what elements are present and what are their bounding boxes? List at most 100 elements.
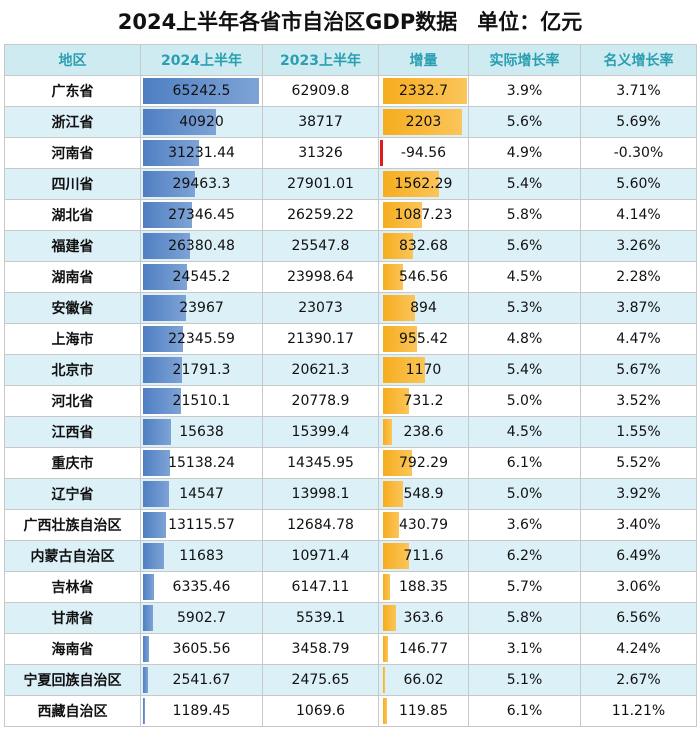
cell-text: 363.6 — [403, 610, 444, 626]
cell-text: 河南省 — [51, 146, 94, 162]
table-cell: 24545.2 — [140, 261, 263, 293]
table-cell: 3.6% — [468, 509, 581, 541]
table-cell: 1189.45 — [140, 695, 263, 727]
table-cell: 13998.1 — [262, 478, 379, 510]
table-row: 安徽省 23967 23073 894 5.3% 3.87% — [4, 292, 697, 324]
cell-text: 广西壮族自治区 — [23, 518, 122, 534]
cell-text: 15638 — [179, 424, 224, 440]
table-cell: 河北省 — [4, 385, 141, 417]
data-bar — [143, 78, 259, 104]
data-bar — [143, 543, 164, 569]
table-cell: 5.6% — [468, 230, 581, 262]
cell-text: 3.87% — [616, 300, 661, 316]
cell-text: 62909.8 — [291, 83, 350, 99]
cell-text: 湖南省 — [51, 270, 94, 286]
data-bar — [143, 512, 167, 538]
table-row: 内蒙古自治区 11683 10971.4 711.6 6.2% 6.49% — [4, 540, 697, 572]
cell-text: 辽宁省 — [51, 487, 94, 503]
table-cell: -94.56 — [378, 137, 469, 169]
cell-text: 3.52% — [616, 393, 661, 409]
table-cell: 62909.8 — [262, 75, 379, 107]
table-cell: 11.21% — [580, 695, 697, 727]
table-cell: 2203 — [378, 106, 469, 138]
cell-text: 2541.67 — [172, 672, 231, 688]
table-cell: 江西省 — [4, 416, 141, 448]
table-cell: 23073 — [262, 292, 379, 324]
table-cell: 西藏自治区 — [4, 695, 141, 727]
table-cell: 5.8% — [468, 602, 581, 634]
table-cell: 5.1% — [468, 664, 581, 696]
cell-text: 11.21% — [611, 703, 666, 719]
data-bar — [383, 450, 412, 476]
table-cell: 548.9 — [378, 478, 469, 510]
table-cell: 6.1% — [468, 447, 581, 479]
cell-text: 上海市 — [51, 332, 94, 348]
data-bar — [383, 326, 418, 352]
data-bar — [383, 388, 410, 414]
table-cell: 13115.57 — [140, 509, 263, 541]
table-cell: 6335.46 — [140, 571, 263, 603]
cell-text: 1189.45 — [172, 703, 231, 719]
cell-text: 6.1% — [506, 455, 543, 471]
cell-text: 海南省 — [51, 642, 94, 658]
table-cell: 4.5% — [468, 261, 581, 293]
cell-text: 3.6% — [506, 517, 543, 533]
table-row: 辽宁省 14547 13998.1 548.9 5.0% 3.92% — [4, 478, 697, 510]
cell-text: 31231.44 — [168, 145, 235, 161]
cell-text: 832.68 — [399, 238, 448, 254]
data-bar — [379, 140, 383, 166]
table-cell: 3458.79 — [262, 633, 379, 665]
data-bar — [143, 481, 169, 507]
data-bar — [383, 78, 467, 104]
cell-text: 27346.45 — [168, 207, 235, 223]
table-cell: 福建省 — [4, 230, 141, 262]
data-bar — [143, 357, 182, 383]
cell-text: 14345.95 — [287, 455, 354, 471]
table-row: 上海市 22345.59 21390.17 955.42 4.8% 4.47% — [4, 323, 697, 355]
cell-text: 3.71% — [616, 83, 661, 99]
data-bar — [383, 543, 409, 569]
table-cell: 3.9% — [468, 75, 581, 107]
table-cell: 5.0% — [468, 478, 581, 510]
table-cell: 3.06% — [580, 571, 697, 603]
data-bar — [143, 388, 182, 414]
cell-text: 6147.11 — [291, 579, 350, 595]
table-cell: 711.6 — [378, 540, 469, 572]
data-bar — [383, 636, 389, 662]
cell-text: 6335.46 — [172, 579, 231, 595]
cell-text: 四川省 — [51, 177, 94, 193]
data-bar — [143, 202, 192, 228]
table-cell: 5.60% — [580, 168, 697, 200]
data-bar — [383, 109, 463, 135]
cell-text: 宁夏回族自治区 — [23, 673, 122, 689]
cell-text: 湖北省 — [51, 208, 94, 224]
table-cell: 4.47% — [580, 323, 697, 355]
table-cell: 北京市 — [4, 354, 141, 386]
cell-text: 26380.48 — [168, 238, 235, 254]
cell-text: 重庆市 — [51, 456, 94, 472]
table-cell: 15138.24 — [140, 447, 263, 479]
data-bar — [383, 357, 426, 383]
table-cell: 21791.3 — [140, 354, 263, 386]
data-bar — [143, 295, 186, 321]
table-cell: 2475.65 — [262, 664, 379, 696]
table-cell: 上海市 — [4, 323, 141, 355]
cell-text: 5.69% — [616, 114, 661, 130]
table-cell: 宁夏回族自治区 — [4, 664, 141, 696]
data-bar — [383, 512, 399, 538]
table-cell: 31326 — [262, 137, 379, 169]
cell-text: 吉林省 — [51, 580, 94, 596]
table-cell: 188.35 — [378, 571, 469, 603]
data-bar — [143, 326, 183, 352]
cell-text: 146.77 — [399, 641, 448, 657]
data-bar — [143, 109, 216, 135]
cell-text: 6.1% — [506, 703, 543, 719]
table-cell: 23967 — [140, 292, 263, 324]
table-cell: 3.26% — [580, 230, 697, 262]
table-cell: 湖北省 — [4, 199, 141, 231]
table-cell: 2332.7 — [378, 75, 469, 107]
data-bar — [143, 419, 171, 445]
table-cell: 5902.7 — [140, 602, 263, 634]
data-bar — [143, 698, 146, 724]
